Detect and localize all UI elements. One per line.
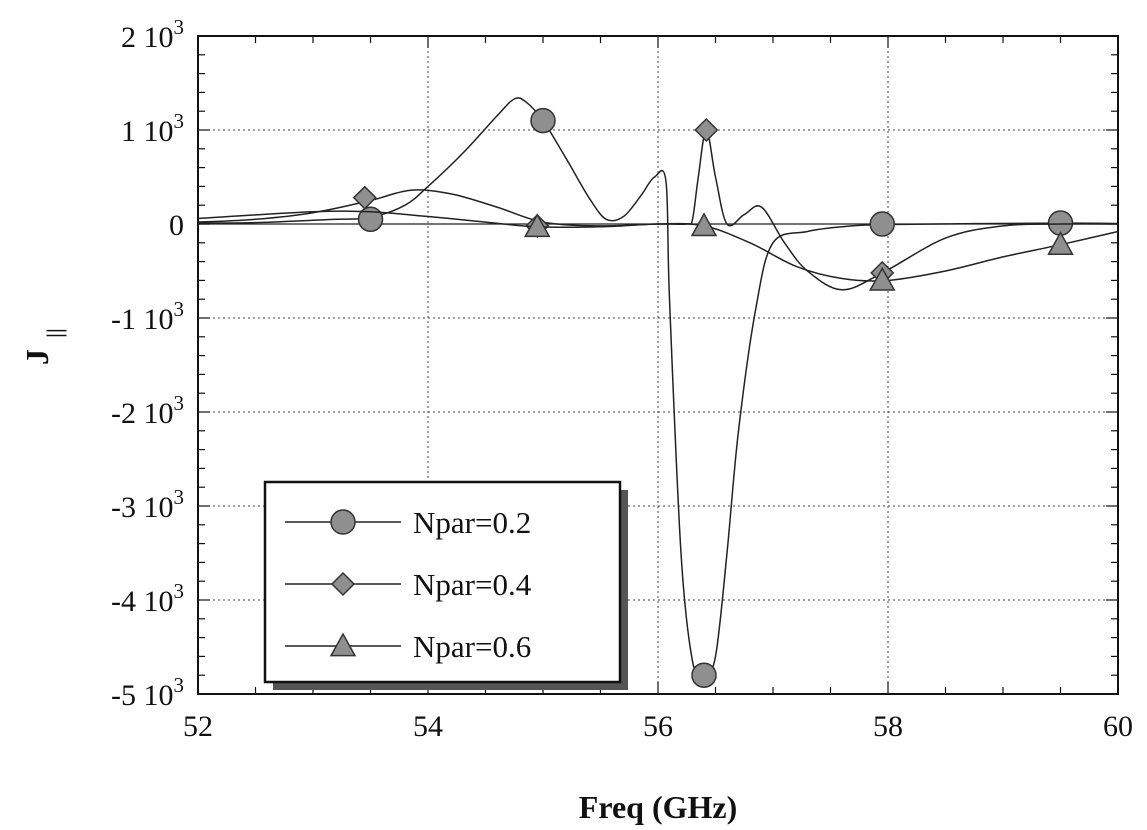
legend: Npar=0.2 Npar=0.4 Npar=0.6 [263, 480, 628, 690]
y-axis-title-main: J [19, 349, 55, 365]
y-axis-title-subscript: || [42, 328, 67, 338]
legend-label: Npar=0.6 [413, 629, 531, 664]
y-tick-label: -5 103 [111, 673, 184, 712]
series-layer [197, 97, 1119, 688]
x-tick-labels: 52 54 56 58 60 [183, 710, 1133, 743]
y-tick-label: -2 103 [111, 391, 184, 430]
data-point [1047, 231, 1074, 256]
data-point [868, 266, 896, 291]
y-tick-label: -1 103 [111, 297, 184, 336]
x-tick-label: 58 [873, 710, 903, 743]
series-line [197, 97, 1119, 678]
x-tick-label: 52 [183, 710, 213, 743]
y-tick-labels: 2 103 1 103 0 -1 103 -2 103 -3 103 -4 103 -5 10… [111, 15, 184, 712]
legend-marker [330, 571, 356, 597]
data-point [690, 212, 718, 237]
x-tick-label: 54 [413, 710, 443, 743]
series-2 [197, 117, 1119, 291]
x-axis-title: Freq (GHz) [579, 789, 737, 825]
y-axis-title: J || [19, 328, 67, 365]
data-point [352, 185, 377, 210]
series-1 [197, 97, 1119, 688]
legend-label: Npar=0.4 [413, 567, 532, 602]
legend-label: Npar=0.2 [413, 505, 531, 540]
data-point [523, 213, 551, 238]
plot-frame [197, 35, 1119, 695]
minor-ticks [197, 35, 1119, 695]
legend-marker [330, 509, 356, 535]
y-tick-label: 2 103 [121, 15, 184, 54]
y-tick-label: -4 103 [111, 579, 184, 618]
legend-marker [329, 632, 357, 657]
y-tick-label: -3 103 [111, 485, 184, 524]
series-3 [197, 210, 1119, 291]
data-point [357, 206, 384, 233]
y-tick-label: 0 [169, 209, 184, 242]
data-point [691, 662, 717, 688]
x-tick-label: 60 [1103, 710, 1133, 743]
legend-box [263, 480, 622, 684]
data-point [869, 211, 895, 237]
data-point [530, 107, 556, 134]
y-tick-label: 1 103 [121, 109, 184, 148]
x-tick-label: 56 [643, 710, 673, 743]
series-line [197, 129, 1119, 291]
data-point [694, 117, 719, 143]
